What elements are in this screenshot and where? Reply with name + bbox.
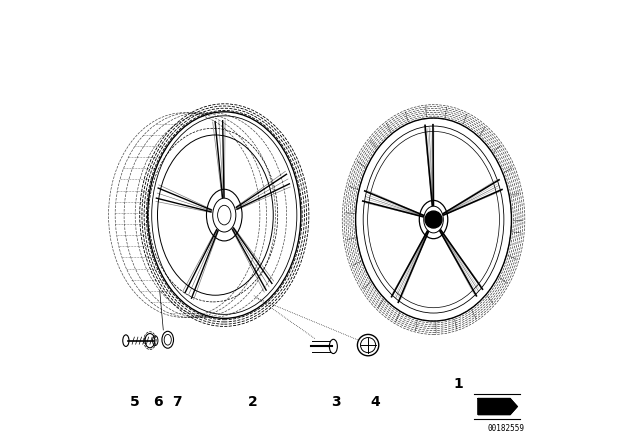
Text: 00182559: 00182559 — [488, 424, 525, 433]
Polygon shape — [478, 399, 517, 414]
Text: 6: 6 — [153, 395, 163, 409]
Text: 5: 5 — [131, 395, 140, 409]
Text: 2: 2 — [248, 395, 258, 409]
Text: 3: 3 — [331, 395, 340, 409]
Text: 7: 7 — [172, 395, 182, 409]
Text: 1: 1 — [453, 377, 463, 391]
Text: 4: 4 — [371, 395, 381, 409]
Circle shape — [425, 211, 442, 228]
